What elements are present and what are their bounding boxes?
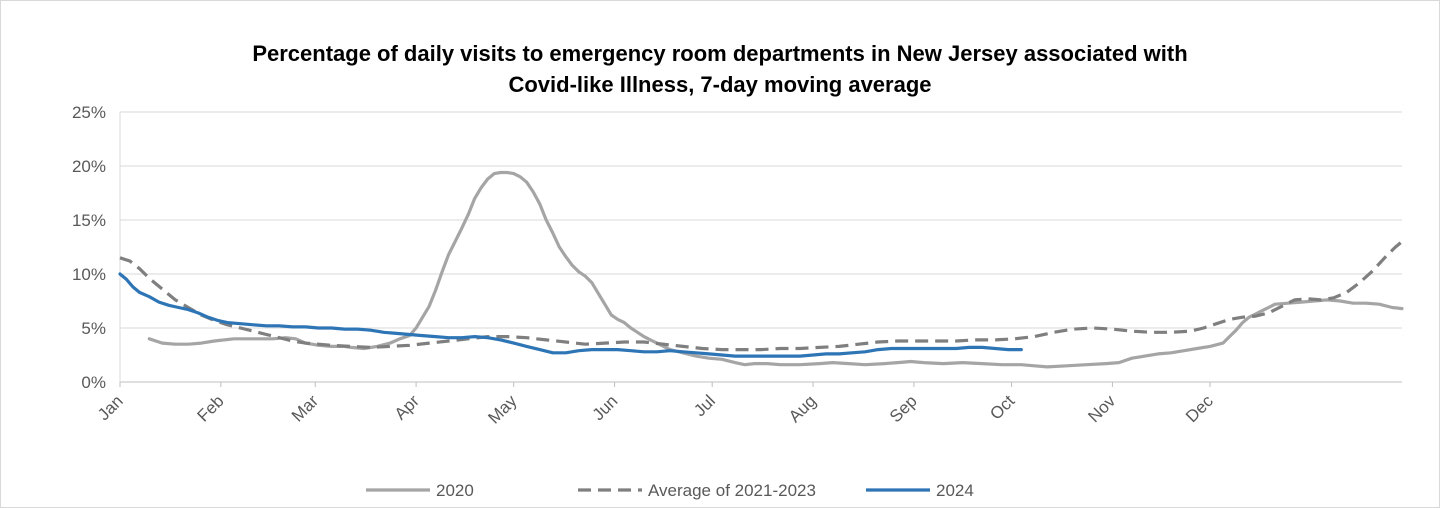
legend-label-1: Average of 2021-2023	[648, 481, 816, 500]
series-line-0	[147, 170, 1404, 369]
y-axis-tick-labels: 0% 5% 10% 15% 20% 25%	[72, 103, 106, 392]
legend-label-2: 2024	[936, 481, 974, 500]
x-tick-label: Aug	[785, 391, 820, 426]
series-line-2	[118, 272, 1023, 358]
x-axis-tick-labels: Jan Feb Mar Apr May Jun Jul Aug Sep Oct Nov Dec	[94, 391, 1217, 428]
series-line-1	[119, 240, 1404, 352]
chart-title-line1: Percentage of daily visits to emergency …	[252, 41, 1188, 66]
y-tick-label: 0%	[81, 373, 106, 392]
x-tick-label: Jul	[690, 391, 719, 420]
y-tick-label: 20%	[72, 157, 106, 176]
x-tick-label: Feb	[194, 391, 228, 425]
x-tick-label: Oct	[986, 391, 1018, 423]
chart-title-line2: Covid-like Illness, 7-day moving average	[508, 72, 932, 97]
x-tick-label: Apr	[391, 391, 423, 423]
y-tick-label: 5%	[81, 319, 106, 338]
gridlines	[119, 111, 1402, 387]
legend-label-0: 2020	[436, 481, 474, 500]
chart-title: Percentage of daily visits to emergency …	[0, 38, 1440, 100]
x-tick-label: Mar	[288, 391, 322, 425]
y-tick-label: 15%	[72, 211, 106, 230]
x-tick-label: Dec	[1182, 391, 1217, 426]
x-tick-label: Nov	[1084, 391, 1119, 426]
x-tick-label: Jun	[589, 391, 622, 424]
x-tick-label: Sep	[886, 391, 921, 426]
y-tick-label: 10%	[72, 265, 106, 284]
series-lines	[118, 170, 1404, 369]
legend: 2020 Average of 2021-2023 2024	[366, 481, 974, 500]
x-tick-label: May	[484, 391, 520, 427]
y-tick-label: 25%	[72, 103, 106, 122]
x-tick-label: Jan	[94, 391, 127, 424]
